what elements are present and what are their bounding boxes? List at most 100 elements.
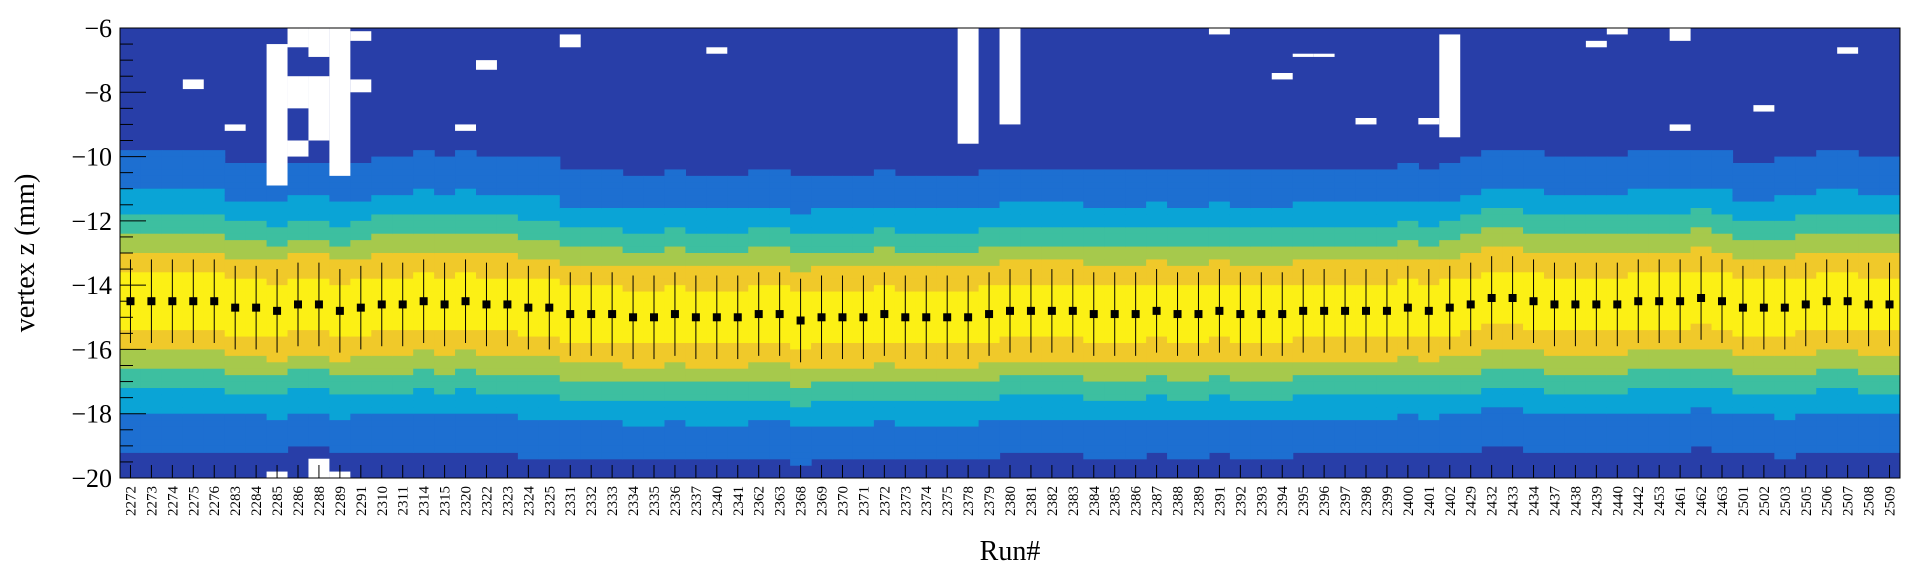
heatmap-bin	[936, 208, 959, 216]
heatmap-bin	[1125, 246, 1147, 254]
heatmap-bin	[1816, 188, 1838, 196]
heatmap-bin	[978, 201, 1001, 209]
heatmap-bin	[1313, 413, 1336, 421]
heatmap-bin	[476, 214, 498, 222]
heatmap-bin	[915, 220, 938, 228]
heatmap-bin	[622, 362, 645, 370]
heatmap-bin	[811, 253, 833, 261]
mean-marker	[377, 300, 386, 309]
heatmap-bin	[936, 420, 959, 428]
heatmap-bin	[455, 227, 477, 235]
x-tick-label: 2369	[815, 486, 831, 516]
heatmap-bin	[1020, 195, 1043, 203]
heatmap-bin	[224, 439, 247, 447]
heatmap-bin	[706, 394, 728, 402]
heatmap-bin	[622, 182, 645, 190]
heatmap-bin	[1229, 240, 1252, 248]
heatmap-bin	[727, 188, 749, 196]
heatmap-bin	[915, 253, 938, 261]
heatmap-bin	[1292, 368, 1315, 376]
heatmap-bin	[580, 220, 603, 228]
heatmap-bin	[434, 253, 456, 261]
heatmap-bin	[1502, 156, 1524, 164]
heatmap-bin	[894, 445, 917, 453]
heatmap-bin	[1816, 156, 1838, 164]
heatmap-bin	[1250, 420, 1273, 428]
heatmap-bin	[308, 375, 331, 383]
x-tick-label: 2375	[940, 486, 956, 516]
heatmap-bin	[182, 368, 205, 376]
heatmap-bin	[329, 227, 351, 235]
heatmap-bin	[727, 445, 749, 453]
heatmap-bin	[308, 188, 331, 196]
heatmap-bin	[308, 400, 331, 408]
heatmap-bin	[434, 426, 456, 434]
heatmap-bin	[1020, 349, 1043, 357]
heatmap-bin	[894, 195, 917, 203]
heatmap-bin	[120, 439, 142, 447]
heatmap-bin	[455, 188, 477, 196]
heatmap-bin	[894, 368, 917, 376]
heatmap-bin	[601, 375, 624, 383]
heatmap-bin	[1627, 413, 1650, 421]
heatmap-bin	[1753, 259, 1775, 267]
heatmap-bin	[643, 400, 666, 408]
heatmap-bin	[1481, 169, 1503, 177]
heatmap-bin	[685, 233, 707, 241]
heatmap-bin	[727, 265, 749, 273]
heatmap-bin	[559, 375, 582, 383]
heatmap-bin	[999, 246, 1022, 254]
heatmap-bin	[1313, 201, 1336, 209]
heatmap-bin	[706, 182, 728, 190]
heatmap-bin	[1208, 349, 1231, 357]
heatmap-bin	[245, 259, 268, 267]
heatmap-bin	[811, 195, 833, 203]
heatmap-bin	[496, 253, 519, 261]
heatmap-bin	[643, 413, 666, 421]
heatmap-bin	[1313, 355, 1336, 363]
heatmap-bin	[1146, 355, 1168, 363]
heatmap-bin	[1690, 407, 1713, 415]
heatmap-bin	[1816, 375, 1838, 383]
heatmap-bin	[392, 420, 414, 428]
heatmap-bin	[1083, 452, 1105, 460]
heatmap-bin	[1397, 227, 1419, 235]
heatmap-bin	[852, 381, 875, 389]
mean-marker	[629, 313, 638, 322]
heatmap-bin	[1879, 426, 1900, 434]
heatmap-bin	[1627, 208, 1650, 216]
empty-bin	[308, 28, 330, 57]
heatmap-bin	[413, 240, 435, 248]
heatmap-bin	[978, 175, 1001, 183]
heatmap-bin	[392, 201, 414, 209]
heatmap-bin	[790, 420, 812, 428]
heatmap-bin	[1418, 227, 1440, 235]
heatmap-bin	[1167, 188, 1189, 196]
heatmap-bin	[1606, 413, 1629, 421]
heatmap-bin	[1125, 452, 1147, 460]
heatmap-bin	[1208, 214, 1231, 222]
heatmap-bin	[1334, 201, 1357, 209]
heatmap-bin	[1020, 201, 1043, 209]
heatmap-bin	[161, 220, 184, 228]
heatmap-bin	[873, 253, 896, 261]
heatmap-bin	[1732, 253, 1755, 261]
empty-bin	[1606, 28, 1628, 35]
heatmap-bin	[1481, 220, 1503, 228]
heatmap-bin	[1879, 156, 1900, 164]
heatmap-bin	[496, 240, 519, 248]
heatmap-bin	[811, 220, 833, 228]
heatmap-bin	[1690, 355, 1713, 363]
heatmap-bin	[329, 439, 351, 447]
heatmap-bin	[664, 195, 687, 203]
heatmap-bin	[811, 355, 833, 363]
heatmap-bin	[832, 195, 854, 203]
heatmap-bin	[1816, 343, 1838, 351]
heatmap-bin	[413, 343, 435, 351]
heatmap-bin	[790, 220, 812, 228]
heatmap-bin	[182, 445, 205, 453]
heatmap-bin	[1711, 368, 1734, 376]
heatmap-bin	[203, 195, 226, 203]
heatmap-bin	[308, 407, 331, 415]
heatmap-bin	[161, 375, 184, 383]
